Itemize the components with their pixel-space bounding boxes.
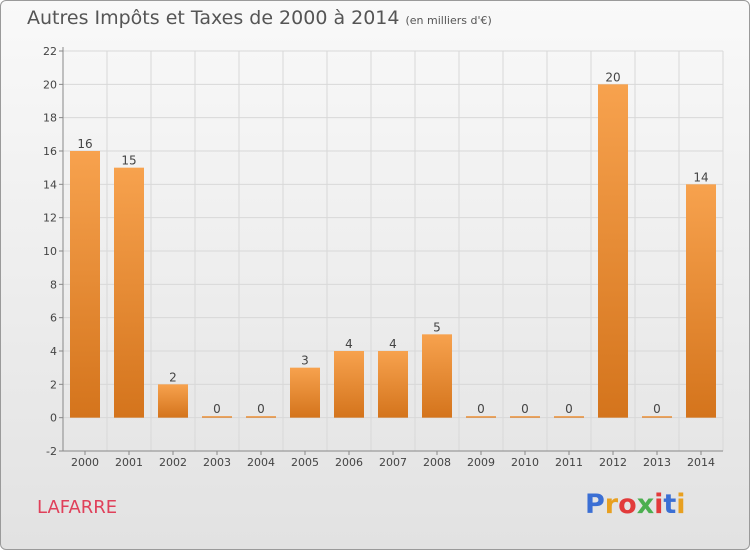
x-tick-label: 2003 [203,456,231,469]
y-tick-label: 0 [50,412,57,425]
y-tick-label: 16 [43,145,57,158]
bar [686,184,716,418]
x-tick-label: 2010 [511,456,539,469]
bar-value-label: 4 [345,337,353,351]
bar-value-label: 4 [389,337,397,351]
x-tick-label: 2014 [687,456,715,469]
bar [70,151,100,418]
bar-value-label: 14 [693,170,708,184]
bar-value-label: 15 [121,154,136,168]
y-tick-label: 2 [50,378,57,391]
bar [598,84,628,418]
bar [246,416,276,418]
logo-letter: P [585,489,605,520]
x-tick-label: 2001 [115,456,143,469]
bar-value-label: 0 [521,402,529,416]
bar [290,367,320,418]
y-tick-label: 18 [43,112,57,125]
bar [334,351,364,418]
y-tick-label: 22 [43,45,57,58]
x-tick-label: 2011 [555,456,583,469]
bar-value-label: 20 [605,70,620,84]
bar [378,351,408,418]
bar-value-label: 0 [653,402,661,416]
logo-letter: o [618,489,637,520]
y-tick-label: 8 [50,278,57,291]
y-tick-label: 6 [50,312,57,325]
x-tick-label: 2004 [247,456,275,469]
chart-title: Autres Impôts et Taxes de 2000 à 2014 (en… [27,7,492,29]
bar-value-label: 16 [77,137,92,151]
chart-title-text: Autres Impôts et Taxes de 2000 à 2014 [27,7,400,29]
x-tick-label: 2012 [599,456,627,469]
x-tick-label: 2009 [467,456,495,469]
bar-layer [70,84,716,418]
bar-value-label: 0 [477,402,485,416]
x-tick-label: 2000 [71,456,99,469]
logo-letter: i [676,489,686,520]
proxiti-logo[interactable]: Proxiti [585,489,686,520]
commune-name: LAFARRE [37,497,118,518]
logo-letter: r [604,489,619,520]
y-tick-label: 12 [43,212,57,225]
x-tick-label: 2005 [291,456,319,469]
x-tick-label: 2008 [423,456,451,469]
logo-letter: t [663,489,677,520]
bar-value-label: 5 [433,320,441,334]
bar-value-label: 0 [213,402,221,416]
y-tick-label: -2 [46,445,57,458]
bar-value-label: 2 [169,370,177,384]
y-tick-label: 10 [43,245,57,258]
bar [202,416,232,418]
bar [422,334,452,418]
bar-value-label: 0 [565,402,573,416]
y-tick-label: 4 [50,345,57,358]
bar [114,167,144,418]
bar [642,416,672,418]
bar [466,416,496,418]
logo-letter: x [636,489,655,520]
bar [554,416,584,418]
logo-letter: i [654,489,664,520]
bar [510,416,540,418]
x-tick-label: 2006 [335,456,363,469]
y-tick-label: 20 [43,78,57,91]
x-tick-label: 2013 [643,456,671,469]
bar-value-label: 0 [257,402,265,416]
y-tick-label: 14 [43,178,57,191]
bar-value-label: 3 [301,354,309,368]
chart-unit: (en milliers d'€) [405,14,492,27]
bar [158,384,188,418]
x-tick-label: 2002 [159,456,187,469]
x-tick-label: 2007 [379,456,407,469]
